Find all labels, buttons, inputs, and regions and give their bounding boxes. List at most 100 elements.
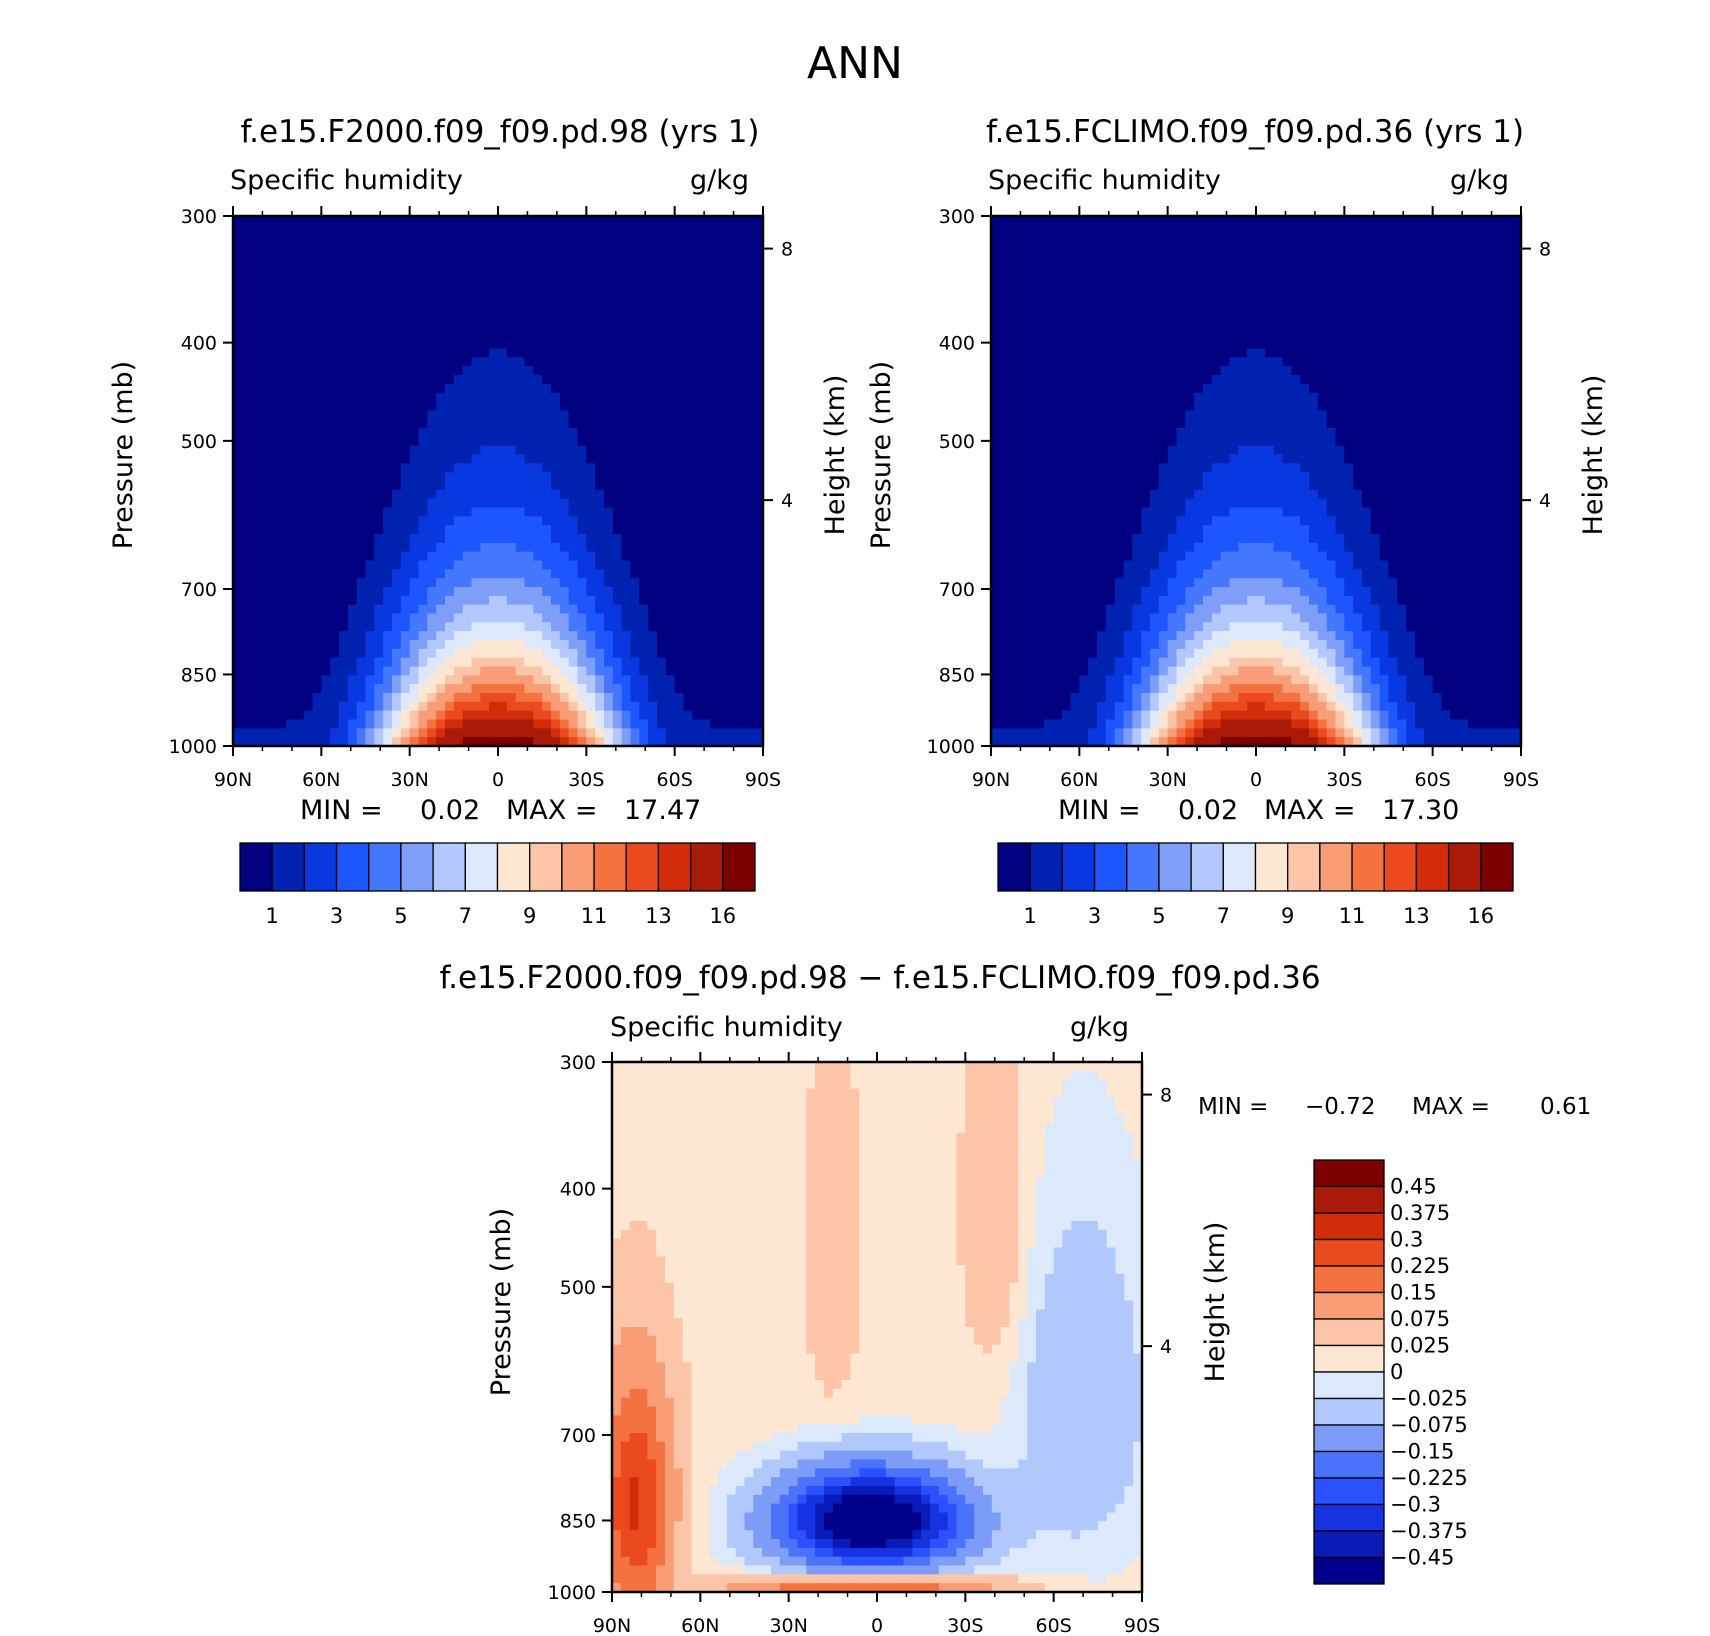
contour-cell (259, 463, 269, 473)
contour-cell (277, 419, 287, 429)
contour-cell (630, 392, 640, 403)
contour-cell (241, 648, 252, 659)
contour-cell (727, 719, 738, 729)
contour-cell (312, 551, 322, 562)
contour-cell (999, 436, 1010, 447)
contour-cell (727, 330, 738, 341)
contour-cell (542, 710, 552, 721)
contour-cell (418, 419, 428, 429)
contour-cell (241, 454, 252, 464)
contour-cell (233, 463, 243, 473)
contour-cell (533, 295, 543, 305)
contour-cell (268, 684, 278, 694)
contour-cell (418, 737, 428, 747)
contour-cell (489, 383, 499, 394)
contour-cell (991, 587, 1001, 597)
contour-cell (991, 366, 1001, 376)
contour-cell (568, 242, 579, 252)
contour-cell (612, 401, 623, 411)
contour-cell (436, 410, 446, 420)
contour-cell (303, 242, 314, 252)
contour-cell (701, 622, 711, 632)
contour-cell (718, 710, 729, 721)
contour-cell (551, 463, 561, 473)
contour-cell (383, 498, 393, 509)
contour-cell (1123, 454, 1133, 464)
contour-cell (551, 233, 561, 244)
contour-cell (383, 348, 393, 358)
contour-cell (665, 472, 676, 482)
contour-cell (303, 604, 314, 615)
contour-cell (1044, 666, 1054, 676)
contour-cell (312, 631, 322, 641)
contour-cell (1123, 675, 1133, 685)
contour-cell (347, 622, 358, 632)
contour-cell (745, 304, 755, 314)
contour-cell (356, 269, 367, 279)
contour-cell (453, 657, 464, 668)
contour-cell (1026, 269, 1036, 279)
contour-cell (312, 542, 322, 553)
contour-cell (604, 304, 614, 314)
contour-cell (1061, 710, 1072, 721)
contour-cell (595, 304, 605, 314)
contour-cell (471, 233, 481, 244)
contour-cell (991, 666, 1001, 676)
contour-cell (339, 728, 349, 738)
contour-cell (374, 631, 384, 641)
contour-cell (365, 737, 375, 747)
contour-cell (1026, 498, 1036, 509)
contour-cell (701, 675, 711, 685)
contour-cell (489, 648, 499, 659)
contour-cell (233, 675, 243, 685)
contour-cell (648, 657, 658, 668)
contour-cell (471, 719, 481, 729)
contour-cell (692, 410, 702, 420)
contour-cell (1167, 410, 1178, 420)
contour-cell (400, 675, 411, 685)
contour-cell (312, 216, 322, 226)
contour-cell (621, 648, 632, 659)
contour-cell (1141, 304, 1151, 314)
contour-cell (250, 242, 261, 252)
contour-cell (374, 436, 384, 447)
contour-cell (339, 436, 349, 447)
contour-cell (321, 295, 331, 305)
contour-cell (294, 648, 305, 659)
contour-cell (277, 604, 287, 615)
contour-cell (250, 648, 261, 659)
contour-cell (577, 525, 587, 535)
contour-cell (1044, 578, 1054, 588)
contour-cell (1150, 330, 1160, 341)
contour-cell (277, 719, 287, 729)
contour-cell (1105, 224, 1116, 235)
contour-cell (1061, 719, 1072, 729)
contour-cell (294, 330, 305, 341)
contour-cell (515, 701, 526, 712)
contour-cell (303, 569, 314, 579)
contour-cell (1079, 648, 1089, 659)
contour-cell (445, 357, 455, 367)
contour-cell (1026, 224, 1036, 235)
contour-cell (471, 216, 481, 226)
contour-cell (392, 481, 402, 491)
contour-cell (303, 357, 314, 367)
contour-cell (303, 313, 314, 323)
contour-cell (330, 640, 340, 650)
contour-cell (559, 516, 570, 526)
contour-cell (1052, 330, 1063, 341)
contour-cell (374, 445, 384, 456)
contour-cell (999, 542, 1010, 553)
contour-cell (674, 542, 685, 553)
contour-cell (1035, 657, 1045, 668)
contour-cell (259, 419, 269, 429)
contour-cell (999, 648, 1010, 659)
contour-cell (1026, 392, 1036, 403)
contour-cell (533, 242, 543, 252)
contour-cell (542, 401, 552, 411)
contour-cell (533, 330, 543, 341)
contour-cell (630, 525, 640, 535)
contour-cell (1061, 436, 1072, 447)
contour-cell (595, 375, 605, 385)
contour-cell (303, 737, 314, 747)
